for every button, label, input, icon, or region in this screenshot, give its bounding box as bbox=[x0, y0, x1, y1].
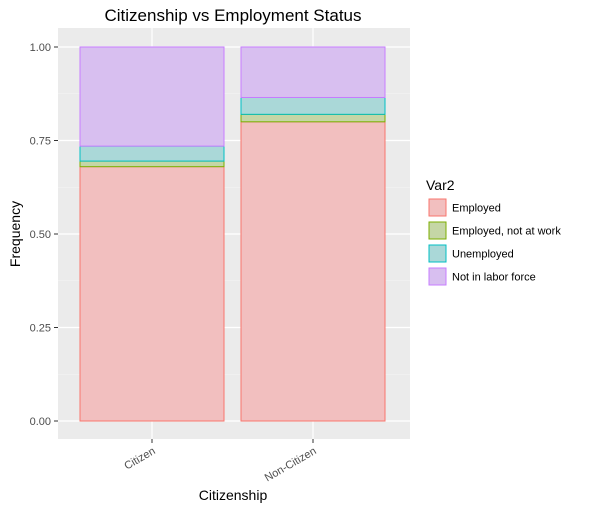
y-tick-label: 0.75 bbox=[30, 136, 51, 148]
legend-key bbox=[428, 267, 447, 286]
legend-label: Employed bbox=[452, 203, 501, 215]
legend-label: Unemployed bbox=[452, 249, 514, 261]
y-tick-label: 0.50 bbox=[30, 229, 51, 241]
y-tick-label: 1.00 bbox=[30, 42, 51, 54]
y-tick-label: 0.00 bbox=[30, 416, 51, 428]
legend-key bbox=[428, 221, 447, 240]
bar-segment bbox=[240, 46, 386, 98]
bar-segment bbox=[240, 113, 386, 123]
bar-segment bbox=[79, 160, 225, 168]
legend: Var2 Employed Employed, not at work Unempl… bbox=[426, 177, 561, 286]
chart-title: Citizenship vs Employment Status bbox=[105, 6, 362, 25]
legend-label: Not in labor force bbox=[452, 272, 536, 284]
y-axis-title: Frequency bbox=[7, 201, 23, 267]
bar-segment bbox=[79, 166, 225, 422]
x-tick-label: Non-Citizen bbox=[263, 445, 319, 484]
legend-key bbox=[428, 244, 447, 263]
bar-segment bbox=[240, 96, 386, 115]
x-axis-title: Citizenship bbox=[199, 487, 268, 503]
legend-label: Employed, not at work bbox=[452, 226, 561, 238]
bar-segment bbox=[240, 121, 386, 422]
legend-key bbox=[428, 198, 447, 217]
y-axis: 0.00 0.25 0.50 0.75 1.00 bbox=[30, 42, 58, 428]
x-axis: Citizen Non-Citizen bbox=[122, 439, 319, 484]
x-tick-label: Citizen bbox=[122, 445, 157, 472]
bar-segment bbox=[79, 145, 225, 162]
bar-segment bbox=[79, 46, 225, 147]
bars bbox=[79, 46, 386, 422]
legend-title: Var2 bbox=[426, 177, 455, 193]
y-tick-label: 0.25 bbox=[30, 323, 51, 335]
